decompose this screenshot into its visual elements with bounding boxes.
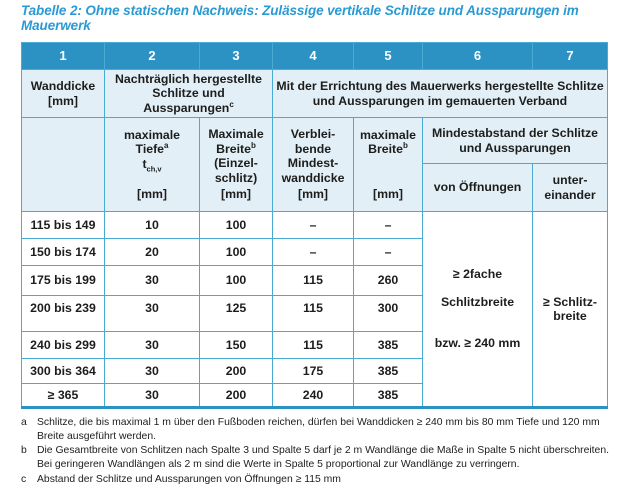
table-row: 175 bis 199 30 100 115 260 [21, 265, 608, 296]
column-number-2: 2 [104, 42, 200, 70]
cell-wanddicke: 240 bis 299 [21, 331, 105, 359]
cell-max-breite: – [353, 211, 423, 239]
cell-max-breite-einzel: 150 [199, 331, 273, 359]
column-number-4: 4 [272, 42, 354, 70]
footnote-ref-c: c [229, 99, 234, 109]
cell-max-breite-einzel: 100 [199, 265, 273, 296]
column-number-6: 6 [422, 42, 533, 70]
cell-max-breite-einzel: 100 [199, 211, 273, 239]
table-row: ≥ 365 30 200 240 385 [21, 383, 608, 408]
cell-max-tiefe: 30 [104, 358, 200, 384]
cell-max-breite: 260 [353, 265, 423, 296]
cell-mindestwanddicke: – [272, 238, 354, 266]
sub-header-row-1: maximale Tiefea tch,v [mm] Maximale Brei… [21, 117, 608, 212]
cell-mindestwanddicke: 115 [272, 265, 354, 296]
table-row: 240 bis 299 30 150 115 385 [21, 331, 608, 359]
header-max-breite: maximale Breiteb [mm] [353, 117, 423, 212]
header-errichtung: Mit der Errichtung des Mauerwerks herges… [272, 69, 608, 118]
cell-max-breite: 385 [353, 331, 423, 359]
cell-wanddicke: 200 bis 239 [21, 295, 105, 332]
footnote-marker: c [21, 473, 27, 485]
cell-max-breite: 385 [353, 383, 423, 408]
cell-max-breite: 300 [353, 295, 423, 332]
header-wanddicke-empty [21, 117, 105, 212]
footnote-ref-b: b [250, 140, 256, 150]
group-header-row: Wanddicke [mm] Nachträglich hergestellte… [21, 69, 608, 118]
footnote-marker: b [21, 445, 27, 457]
cell-wanddicke: ≥ 365 [21, 383, 105, 408]
cell-mindestwanddicke: 240 [272, 383, 354, 408]
table-row: 150 bis 174 20 100 – – [21, 238, 608, 266]
cell-wanddicke: 115 bis 149 [21, 211, 105, 239]
cell-abstand-von-oeffnungen: ≥ 2fache Schlitzbreite bzw. ≥ 240 mm [422, 211, 533, 408]
footnote-marker: a [21, 417, 27, 428]
table-row: 115 bis 149 10 100 – – ≥ 2fache Schlitzb… [21, 211, 608, 408]
cell-max-tiefe: 20 [104, 238, 200, 266]
header-untereinander: unter- einander [532, 163, 608, 212]
footnote-ref-b: b [402, 141, 408, 151]
footnote-text: Abstand der Schlitze und Aussparungen vo… [37, 473, 341, 485]
cell-max-tiefe: 30 [104, 383, 200, 408]
cell-max-breite-einzel: 200 [199, 383, 273, 408]
cell-wanddicke: 175 bis 199 [21, 265, 105, 296]
footnote-a: a Schlitze, die bis maximal 1 m über den… [21, 416, 609, 443]
sub-header-row-2: von Öffnungen unter- einander [22, 163, 608, 212]
cell-max-tiefe: 30 [104, 331, 200, 359]
column-number-7: 7 [532, 42, 608, 70]
cell-max-tiefe: 10 [104, 211, 200, 239]
footnote-text: Die Gesamtbreite von Schlitzen nach Spal… [37, 445, 610, 471]
header-von-oeffnungen: von Öffnungen [422, 163, 533, 212]
cell-max-tiefe: 30 [104, 265, 200, 296]
cell-max-breite-einzel: 125 [199, 295, 273, 332]
cell-mindestwanddicke: – [272, 211, 354, 239]
header-nachtraeglich: Nachträglich hergestellte Schlitze und A… [104, 69, 273, 118]
header-verbleibende-mindestwanddicke: Verblei- bende Mindest- wanddicke [mm] [272, 117, 354, 212]
footnote-ref-a: a [164, 140, 169, 150]
header-max-tiefe: maximale Tiefea tch,v [mm] [104, 117, 200, 212]
header-mindestabstand: Mindestabstand der Schlitze und Aussparu… [422, 117, 608, 164]
cell-max-breite: – [353, 238, 423, 266]
header-max-breite-einzelschlitz: Maximale Breiteb (Einzel- schlitz) [mm] [199, 117, 273, 212]
cell-mindestwanddicke: 175 [272, 358, 354, 384]
footnote-b: b Die Gesamtbreite von Schlitzen nach Sp… [21, 444, 609, 471]
footnote-text: Schlitze, die bis maximal 1 m über den F… [37, 417, 600, 442]
footnotes: a Schlitze, die bis maximal 1 m über den… [21, 416, 609, 487]
column-number-row: 1 2 3 4 5 6 7 [21, 42, 608, 70]
column-number-3: 3 [199, 42, 273, 70]
column-number-1: 1 [21, 42, 105, 70]
cell-wanddicke: 150 bis 174 [21, 238, 105, 266]
cell-abstand-untereinander: ≥ Schlitz- breite [532, 211, 608, 408]
cell-max-breite-einzel: 100 [199, 238, 273, 266]
cell-max-breite: 385 [353, 358, 423, 384]
table-row: 300 bis 364 30 200 175 385 [21, 358, 608, 384]
cell-max-breite-einzel: 200 [199, 358, 273, 384]
cell-mindestwanddicke: 115 [272, 331, 354, 359]
masonry-slots-table: 1 2 3 4 5 6 7 Wanddicke [mm] Nachträglic… [21, 42, 608, 409]
column-number-5: 5 [353, 42, 423, 70]
page-title: Tabelle 2: Ohne statischen Nachweis: Zul… [21, 3, 579, 33]
header-wanddicke: Wanddicke [mm] [21, 69, 105, 118]
cell-max-tiefe: 30 [104, 295, 200, 332]
cell-mindestwanddicke: 115 [272, 295, 354, 332]
footnote-c: c Abstand der Schlitze und Aussparungen … [21, 473, 609, 487]
cell-wanddicke: 300 bis 364 [21, 358, 105, 384]
